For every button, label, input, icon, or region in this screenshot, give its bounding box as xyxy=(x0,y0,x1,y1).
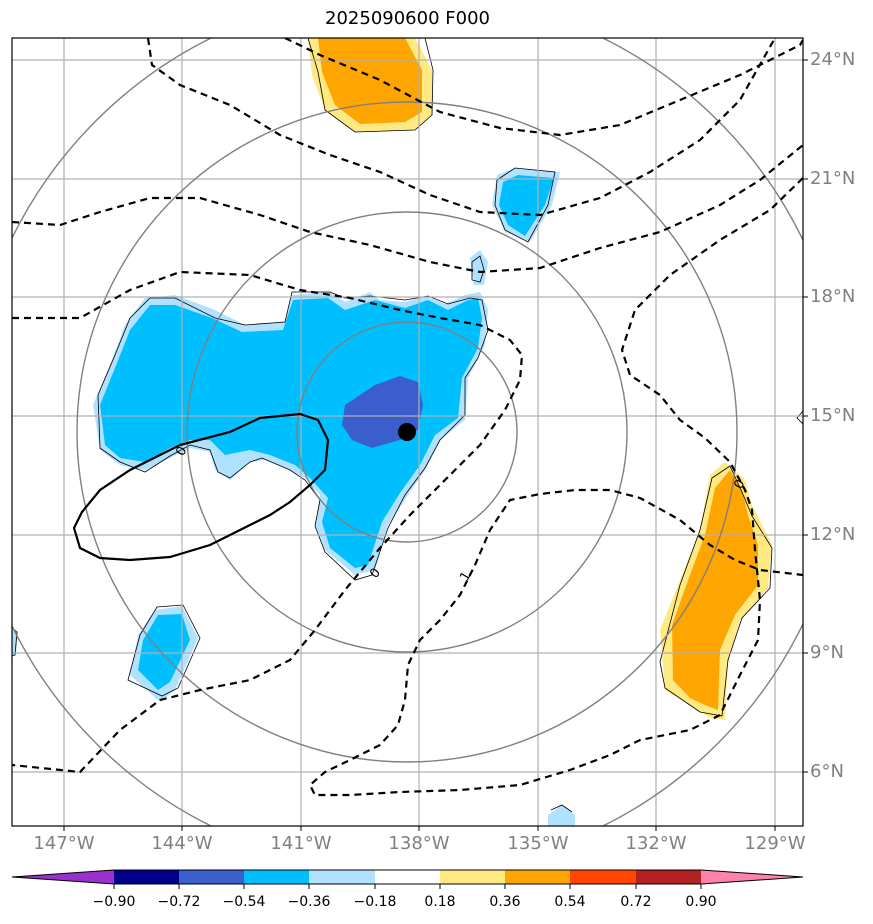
colorbar-tick-label: −0.90 xyxy=(92,894,136,910)
colorbar-tick-label: −0.54 xyxy=(222,894,266,910)
lon-label: 132°W xyxy=(625,833,687,854)
lat-label: 6°N xyxy=(810,761,844,782)
map-title: 2025090600 F000 xyxy=(325,8,490,29)
lat-label: 15°N xyxy=(810,405,856,426)
graticule xyxy=(12,38,803,826)
colorbar-swatch xyxy=(114,870,179,884)
colorbar-swatch xyxy=(12,870,114,884)
colorbar-swatch xyxy=(636,870,701,884)
colorbar-swatch xyxy=(440,870,505,884)
solid-contour xyxy=(72,412,330,562)
dashed-contours xyxy=(12,38,803,797)
colorbar-tick-label: 0.90 xyxy=(685,894,717,910)
storm-center-marker xyxy=(398,423,416,441)
colorbar-tick-label: −0.36 xyxy=(287,894,331,910)
lon-ticks xyxy=(63,826,776,831)
colorbar-swatch xyxy=(309,870,375,884)
shaded-fields xyxy=(12,38,772,826)
colorbar-tick-label: 0.36 xyxy=(489,894,521,910)
colorbar-swatch xyxy=(179,870,244,884)
lat-label: 9°N xyxy=(810,642,844,663)
lat-label: 24°N xyxy=(810,49,856,70)
map-frame xyxy=(11,37,804,827)
lat-label: 12°N xyxy=(810,524,856,545)
lon-label: 141°W xyxy=(270,833,332,854)
colorbar-tick-label: −0.18 xyxy=(353,894,397,910)
range-rings xyxy=(12,38,803,826)
lat-label: 18°N xyxy=(810,286,856,307)
lon-label: 129°W xyxy=(744,833,806,854)
lon-label: 135°W xyxy=(507,833,569,854)
lon-label: 147°W xyxy=(33,833,95,854)
colorbar xyxy=(11,869,804,889)
colorbar-tick-label: 0.72 xyxy=(620,894,652,910)
lon-label: 144°W xyxy=(151,833,213,854)
colorbar-swatch xyxy=(244,870,309,884)
thin-contours xyxy=(12,38,803,813)
colorbar-tick-label: 0.18 xyxy=(424,894,456,910)
map-area: 0 0 0 1 xyxy=(12,38,803,826)
colorbar-swatch xyxy=(570,870,636,884)
colorbar-tick-label: 0.54 xyxy=(554,894,586,910)
lat-label: 21°N xyxy=(810,168,856,189)
colorbar-swatch xyxy=(375,870,440,884)
colorbar-tick-label: −0.72 xyxy=(157,894,201,910)
contour-label: 0 xyxy=(367,566,384,582)
colorbar-swatch xyxy=(505,870,570,884)
lon-label: 138°W xyxy=(388,833,450,854)
lat-ticks xyxy=(803,59,808,773)
colorbar-swatch xyxy=(701,870,803,884)
